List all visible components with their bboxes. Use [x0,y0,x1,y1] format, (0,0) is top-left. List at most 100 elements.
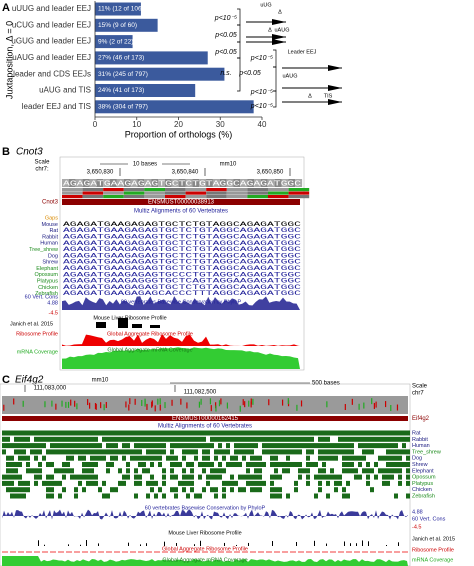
alignment-block [94,436,98,442]
alignment-block [202,487,206,493]
alignment-block [18,443,22,449]
alignment-block [206,462,210,467]
label: C [2,374,10,386]
alignment-block [214,455,218,461]
alignment-block [146,480,150,486]
alignment-block [398,468,402,474]
alignment-block [326,455,330,461]
label: AGAGATGAAGAGAGTGCTCTGTAGGCAGAGATGGC [63,233,302,240]
alignment-block [22,487,26,493]
repeat-tick [250,401,252,408]
alignment-block [134,443,138,449]
alignment-block [86,480,90,486]
alignment-block [14,474,18,480]
label: AGAGATGAAGAGAGTGCTCTGTAGGCAGAGATGGC [63,259,302,266]
alignment-block [350,468,354,474]
alignment-block [294,480,298,486]
base-box [158,179,165,187]
base-box [295,179,303,187]
alignment-block [230,436,234,442]
alignment-block [258,455,262,461]
alignment-block [138,480,142,486]
codon [268,188,289,192]
repeat-tick [67,401,70,408]
alignment-block [86,468,90,474]
alignment-block [202,455,206,461]
alignment-block [142,430,146,436]
schematic-arrow [272,34,286,40]
alignment-block [118,480,122,486]
alignment-block [342,449,346,455]
alignment-block [282,436,286,442]
alignment-block [170,455,174,461]
codon [185,191,207,195]
alignment-block [10,480,14,486]
alignment-block [350,455,354,461]
alignment-block [262,430,266,436]
label: 10 bases [133,162,157,168]
alignment-block [290,449,294,455]
codon [82,195,104,199]
base-box [110,179,117,187]
label: Rat [49,228,58,234]
alignment-block [362,468,366,474]
label: -4.5 [412,524,421,530]
alignment-block [326,443,330,449]
bar [95,51,208,65]
ribo-peak [86,540,87,546]
bracket [273,66,277,92]
ribo-peak [314,540,315,546]
codon [103,191,124,195]
alignment-block [162,474,166,480]
bar [95,2,141,16]
alignment-block [390,474,394,480]
repeat-tick [87,399,89,406]
alignment-block [146,455,150,461]
base-box [219,179,227,187]
alignment-block [206,474,210,480]
alignment-block [250,436,254,442]
ribo-peak [362,540,363,546]
alignment-block [274,455,278,461]
repeat-tick [200,398,202,405]
alignment-block [330,474,334,480]
alignment-block [26,443,30,449]
alignment-block [150,474,154,480]
alignment-block [306,449,310,455]
alignment-block [82,443,86,449]
alignment-block [50,443,54,449]
alignment-block [254,487,258,493]
label: mRNA Coverage [412,557,453,563]
alignment-block [118,430,122,436]
repeat-tick [13,398,15,405]
alignment-block [42,443,46,449]
repeat-tick [159,398,161,405]
alignment-block [198,474,202,480]
alignment-block [362,443,366,449]
alignment-block [250,462,254,467]
alignment-block [378,455,382,461]
repeat-tick [268,399,270,406]
alignment-block [226,480,230,486]
alignment-block [22,493,26,499]
alignment-block [58,443,62,449]
alignment-block [66,430,70,436]
alignment-block [174,455,178,461]
base-box [212,179,220,187]
alignment-block [286,455,290,461]
alignment-block [22,430,26,436]
alignment-block [10,493,14,499]
alignment-block [242,474,246,480]
alignment-block [358,430,362,436]
alignment-block [202,449,206,455]
bracket [273,90,277,108]
alignment-block [334,480,338,486]
alignment-block [246,436,250,442]
base-box [178,179,186,187]
alignment-block [86,430,90,436]
alignment-block [182,430,186,436]
alignment-block [278,430,282,436]
alignment-block [218,443,222,449]
alignment-block [66,455,70,461]
alignment-block [250,487,254,493]
